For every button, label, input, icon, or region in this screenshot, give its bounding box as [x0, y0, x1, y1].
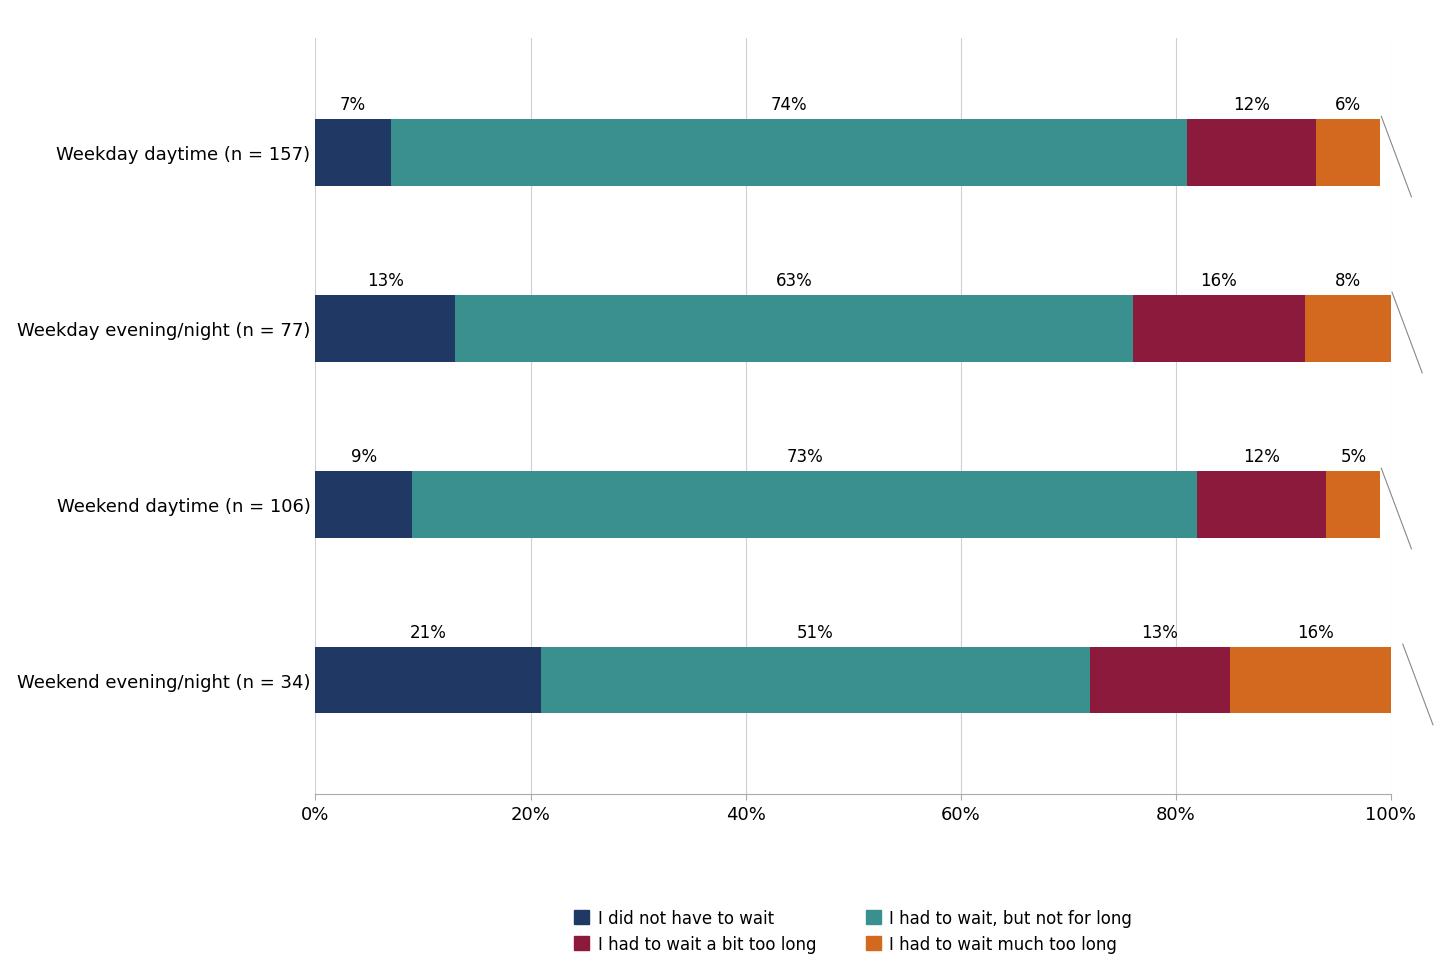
Bar: [315, 471, 413, 538]
Bar: [1326, 471, 1380, 538]
Text: 16%: 16%: [1200, 272, 1238, 290]
Bar: [315, 647, 542, 714]
Text: 74%: 74%: [770, 96, 807, 114]
Text: 21%: 21%: [410, 624, 447, 641]
Legend: I did not have to wait, I had to wait a bit too long, I had to wait, but not for: I did not have to wait, I had to wait a …: [574, 909, 1133, 953]
Bar: [315, 296, 456, 362]
Text: 16%: 16%: [1298, 624, 1334, 641]
Text: 9%: 9%: [351, 448, 377, 466]
Text: 12%: 12%: [1233, 96, 1269, 114]
Bar: [456, 296, 1133, 362]
Bar: [315, 119, 390, 186]
Text: 12%: 12%: [1243, 448, 1281, 466]
Bar: [542, 647, 1090, 714]
Bar: [1316, 119, 1380, 186]
Bar: [1197, 471, 1326, 538]
Bar: [413, 471, 1197, 538]
Text: 8%: 8%: [1335, 272, 1361, 290]
Text: 73%: 73%: [786, 448, 823, 466]
Text: 5%: 5%: [1341, 448, 1367, 466]
Bar: [390, 119, 1187, 186]
Text: 7%: 7%: [340, 96, 366, 114]
Bar: [1133, 296, 1305, 362]
Bar: [1230, 647, 1402, 714]
Text: 6%: 6%: [1335, 96, 1361, 114]
Text: 13%: 13%: [367, 272, 404, 290]
Text: 51%: 51%: [797, 624, 835, 641]
Bar: [1090, 647, 1230, 714]
Text: 13%: 13%: [1141, 624, 1179, 641]
Bar: [1305, 296, 1391, 362]
Bar: [1187, 119, 1316, 186]
Text: 63%: 63%: [776, 272, 813, 290]
